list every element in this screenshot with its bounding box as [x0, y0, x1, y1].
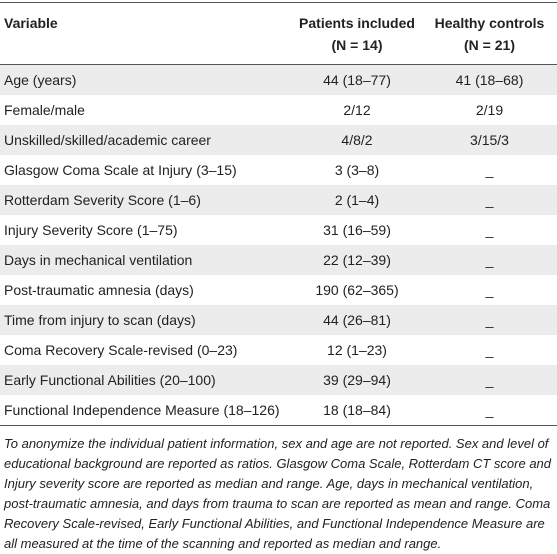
- table-cell: Early Functional Abilities (20–100): [0, 365, 292, 395]
- table-row: Age (years) 44 (18–77) 41 (18–68): [0, 64, 557, 95]
- table-cell: _: [422, 185, 557, 215]
- footnote: To anonymize the individual patient info…: [4, 436, 552, 551]
- table-row: Coma Recovery Scale-revised (0–23) 12 (1–…: [0, 335, 557, 365]
- table-cell: Time from injury to scan (days): [0, 305, 292, 335]
- table-body: Age (years) 44 (18–77) 41 (18–68) Female/ma…: [0, 64, 557, 426]
- table-cell: Rotterdam Severity Score (1–6): [0, 185, 292, 215]
- table-row: Unskilled/skilled/academic career 4/8/2 3/…: [0, 125, 557, 155]
- data-table: Variable Patients included (N = 14) Heal…: [0, 2, 557, 426]
- table-cell: _: [485, 282, 494, 298]
- header-cell: Patients included (N = 14): [292, 2, 422, 65]
- table-cell: Age (years): [0, 64, 292, 95]
- table-cell: _: [422, 395, 557, 426]
- table-cell: Female/male: [4, 102, 85, 118]
- table-cell: 4/8/2: [292, 125, 422, 155]
- table-row: Time from injury to scan (days) 44 (26–81…: [0, 305, 557, 335]
- table-cell: 31 (16–59): [323, 222, 391, 238]
- table-cell: Functional Independence Measure (18–126): [0, 395, 292, 426]
- table-row: Early Functional Abilities (20–100) 39 (2…: [0, 365, 557, 395]
- table-cell: Days in mechanical ventilation: [0, 245, 292, 275]
- table-row: Injury Severity Score (1–75) 31 (16–59) _: [0, 215, 557, 245]
- table-cell: 12 (1–23): [327, 342, 387, 358]
- table-row: Functional Independence Measure (18–126)…: [0, 395, 557, 426]
- table-row: Days in mechanical ventilation 22 (12–39)…: [0, 245, 557, 275]
- table-row: Female/male 2/12 2/19: [0, 95, 557, 125]
- table-row: Rotterdam Severity Score (1–6) 2 (1–4) _: [0, 185, 557, 215]
- table-row: Post-traumatic amnesia (days) 190 (62–365…: [0, 275, 557, 305]
- table-cell: 2 (1–4): [292, 185, 422, 215]
- header-row: Variable Patients included (N = 14) Heal…: [0, 2, 557, 65]
- table-cell: _: [422, 245, 557, 275]
- table-cell: Coma Recovery Scale-revised (0–23): [4, 342, 238, 358]
- table-cell: 2/12: [343, 102, 371, 118]
- table-cell: Post-traumatic amnesia (days): [4, 282, 194, 298]
- table-cell: 3 (3–8): [334, 162, 380, 178]
- table-cell: 2/19: [475, 102, 504, 118]
- header-cell: Variable: [0, 2, 292, 65]
- table-cell: Glasgow Coma Scale at Injury (3–15): [4, 162, 237, 178]
- table-cell: 22 (12–39): [292, 245, 422, 275]
- table-cell: 18 (18–84): [292, 395, 422, 426]
- table-cell: Unskilled/skilled/academic career: [0, 125, 292, 155]
- table-cell: _: [422, 365, 557, 395]
- table-cell: 3/15/3: [422, 125, 557, 155]
- table-cell: 39 (29–94): [292, 365, 422, 395]
- table-cell: _: [485, 222, 494, 238]
- table-cell: 44 (26–81): [292, 305, 422, 335]
- table-cell: Injury Severity Score (1–75): [4, 222, 178, 238]
- table-cell: _: [485, 342, 494, 358]
- table-cell: 44 (18–77): [292, 64, 422, 95]
- table-row: Glasgow Coma Scale at Injury (3–15) 3 (3–…: [0, 155, 557, 185]
- table-cell: _: [485, 162, 494, 178]
- table-cell: _: [422, 305, 557, 335]
- table-cell: 190 (62–365): [315, 282, 399, 298]
- table-cell: 41 (18–68): [422, 64, 557, 95]
- header-cell: Healthy controls (N = 21): [422, 2, 557, 65]
